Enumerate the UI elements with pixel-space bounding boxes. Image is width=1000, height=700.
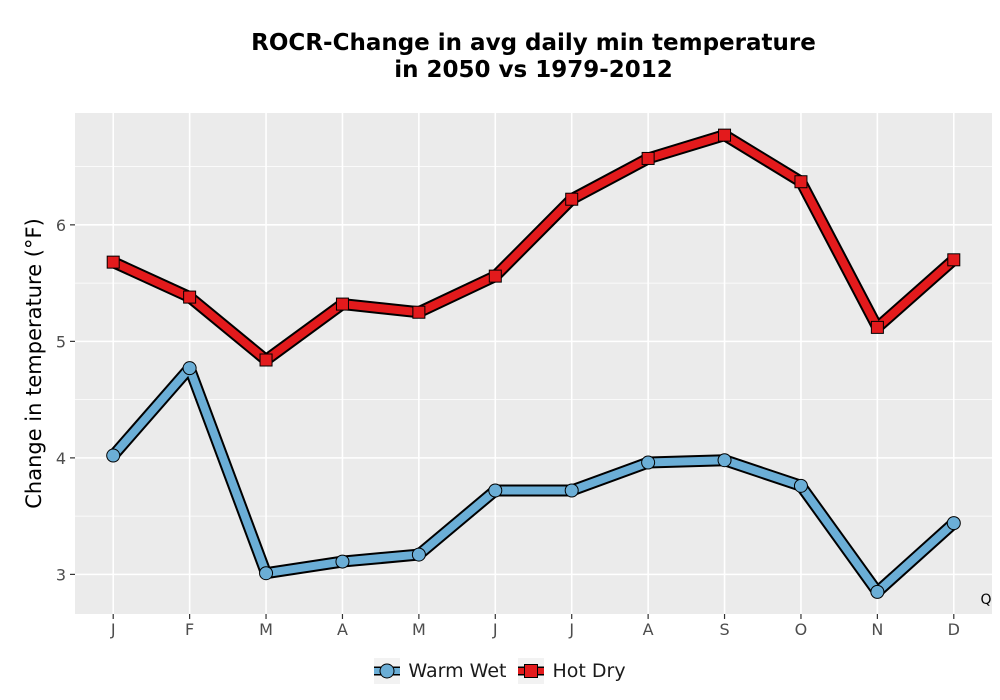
data-point-warm-wet <box>182 361 197 376</box>
chart-title: ROCR-Change in avg daily min temperature… <box>75 30 992 84</box>
x-tick-label: J <box>492 620 498 639</box>
legend-item-warm-wet: Warm Wet <box>374 658 506 684</box>
data-point-hot-dry <box>870 320 884 334</box>
x-tick-label: J <box>568 620 574 639</box>
legend-key-square-icon <box>518 658 545 684</box>
data-point-warm-wet <box>411 547 426 562</box>
legend-label-hot-dry: Hot Dry <box>552 660 626 682</box>
x-tick-label: O <box>795 620 808 639</box>
data-point-warm-wet <box>564 483 579 498</box>
data-point-warm-wet <box>106 448 121 463</box>
x-tick-label: M <box>412 620 426 639</box>
data-point-warm-wet <box>870 584 885 599</box>
series-line-warm-wet <box>109 364 958 596</box>
data-point-hot-dry <box>335 297 349 311</box>
data-point-hot-dry <box>565 192 579 206</box>
y-tick-label: 3 <box>56 565 66 584</box>
y-tick-label: 6 <box>56 216 66 235</box>
data-point-hot-dry <box>412 305 426 319</box>
y-axis-label: Change in temperature (°F) <box>22 218 46 509</box>
data-point-warm-wet <box>488 483 503 498</box>
data-point-warm-wet <box>259 566 274 581</box>
x-tick-label: S <box>719 620 729 639</box>
data-point-hot-dry <box>718 128 732 142</box>
legend: Warm Wet Hot Dry <box>0 658 1000 684</box>
x-tick-label: D <box>948 620 960 639</box>
legend-key-circle-icon <box>374 658 401 684</box>
y-tick-label: 5 <box>56 332 66 351</box>
corner-annotation: Q <box>980 592 991 608</box>
x-tick-label: M <box>259 620 273 639</box>
legend-item-hot-dry: Hot Dry <box>518 658 626 684</box>
x-tick-label: F <box>185 620 194 639</box>
data-point-hot-dry <box>488 269 502 283</box>
data-point-warm-wet <box>793 478 808 493</box>
chart-title-line-2: in 2050 vs 1979-2012 <box>394 57 673 83</box>
data-point-hot-dry <box>794 175 808 189</box>
x-tick-label: J <box>110 620 116 639</box>
chart-title-line-1: ROCR-Change in avg daily min temperature <box>251 30 816 56</box>
series-line-hot-dry <box>109 131 958 365</box>
plot-panel <box>75 113 992 614</box>
data-point-warm-wet <box>335 554 350 569</box>
x-tick-label: N <box>871 620 883 639</box>
data-point-hot-dry <box>947 253 961 267</box>
x-tick-label: A <box>643 620 654 639</box>
data-point-hot-dry <box>259 353 273 367</box>
data-point-hot-dry <box>183 290 197 304</box>
legend-label-warm-wet: Warm Wet <box>408 660 507 682</box>
x-tick-label: A <box>337 620 348 639</box>
data-point-warm-wet <box>641 455 656 470</box>
data-point-warm-wet <box>946 516 961 531</box>
data-point-warm-wet <box>717 453 732 468</box>
y-tick-label: 4 <box>56 449 66 468</box>
data-point-hot-dry <box>106 255 120 269</box>
data-point-hot-dry <box>641 151 655 165</box>
